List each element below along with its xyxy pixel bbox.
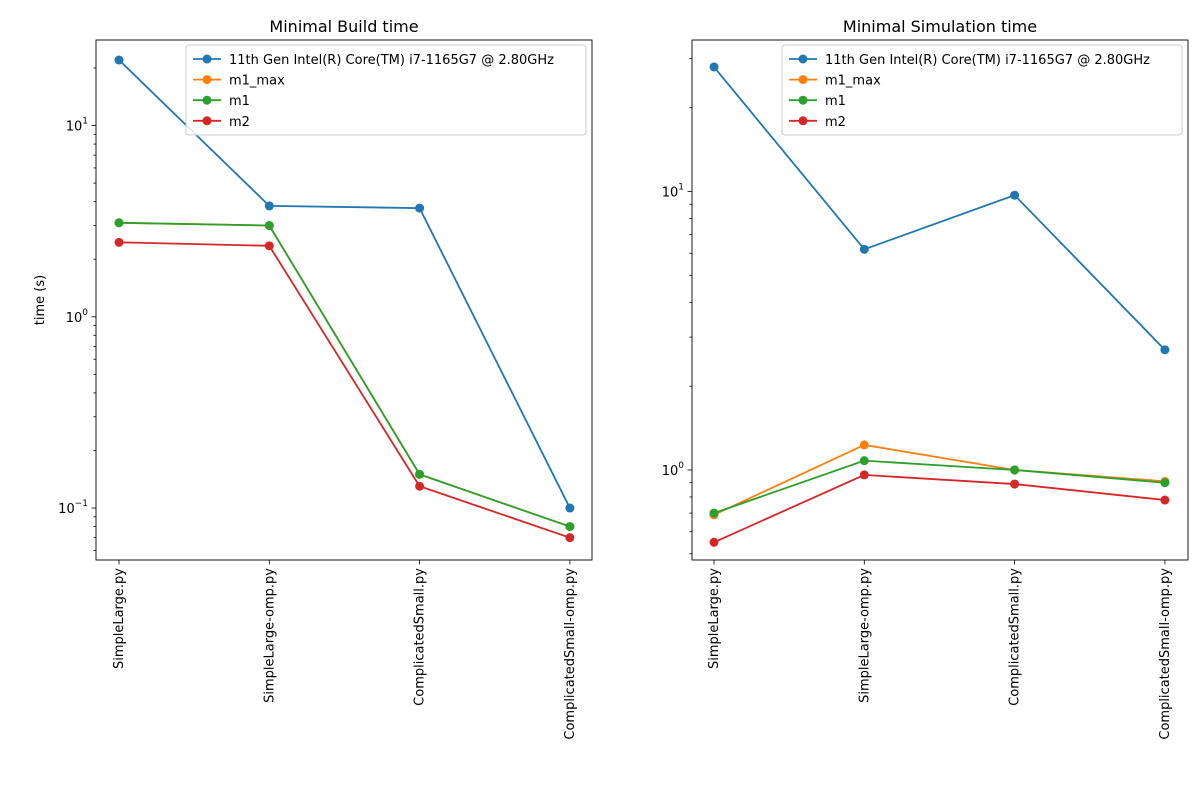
legend-frame bbox=[781, 44, 1183, 136]
series-line-4 bbox=[118, 241, 571, 539]
legend-label: m1 bbox=[229, 94, 250, 109]
y-tick-base: 10 bbox=[662, 186, 679, 201]
data-point bbox=[1010, 479, 1020, 489]
x-tick-label: SimpleLarge-omp.py bbox=[857, 568, 872, 703]
y-tick-label: 101 bbox=[662, 183, 684, 201]
y-tick-label: 100 bbox=[662, 461, 685, 479]
data-point bbox=[565, 503, 575, 513]
x-tick-label: ComplicatedSmall.py bbox=[1008, 568, 1023, 706]
legend-label: m2 bbox=[229, 115, 250, 130]
legend-marker bbox=[202, 116, 212, 126]
data-point bbox=[859, 440, 869, 450]
data-point bbox=[1160, 345, 1170, 355]
data-point bbox=[859, 470, 869, 480]
data-point bbox=[565, 533, 575, 543]
data-point bbox=[114, 55, 124, 65]
data-point bbox=[1160, 495, 1170, 505]
x-tick-label: SimpleLarge.py bbox=[112, 568, 127, 669]
data-point bbox=[859, 456, 869, 466]
x-tick-label: SimpleLarge-omp.py bbox=[262, 568, 277, 703]
legend-label: m2 bbox=[825, 115, 846, 130]
series-line-1 bbox=[713, 66, 1166, 351]
y-tick-label: 100 bbox=[66, 308, 89, 326]
data-point bbox=[415, 481, 425, 491]
y-tick-exponent: −1 bbox=[75, 499, 88, 509]
data-point bbox=[1010, 465, 1020, 475]
legend: 11th Gen Intel(R) Core(TM) i7-1165G7 @ 2… bbox=[185, 44, 587, 136]
data-point bbox=[264, 201, 274, 211]
data-point bbox=[709, 537, 719, 547]
legend-marker bbox=[798, 116, 808, 126]
legend-marker bbox=[798, 54, 808, 64]
y-axis-label: time (s) bbox=[33, 275, 48, 325]
legend-marker bbox=[202, 54, 212, 64]
series-line-4 bbox=[713, 473, 1165, 544]
data-point bbox=[709, 508, 719, 518]
y-tick-exponent: 0 bbox=[678, 461, 684, 471]
legend-marker bbox=[202, 75, 212, 85]
chart-title: Minimal Build time bbox=[269, 17, 418, 36]
y-tick-exponent: 1 bbox=[82, 117, 88, 127]
legend-label: m1 bbox=[825, 94, 846, 109]
y-tick-base: 10 bbox=[662, 464, 679, 479]
plot-frame bbox=[95, 39, 593, 561]
legend-marker bbox=[798, 75, 808, 85]
legend-label: m1_max bbox=[229, 74, 285, 89]
y-tick-label: 10−1 bbox=[58, 499, 88, 517]
legend-marker bbox=[798, 95, 808, 105]
x-tick-label: ComplicatedSmall.py bbox=[413, 568, 428, 706]
y-tick-label: 101 bbox=[66, 117, 88, 135]
y-tick-exponent: 1 bbox=[678, 183, 684, 193]
data-point bbox=[415, 469, 425, 479]
x-tick-label: SimpleLarge.py bbox=[707, 568, 722, 669]
legend-label: 11th Gen Intel(R) Core(TM) i7-1165G7 @ 2… bbox=[825, 53, 1150, 68]
data-point bbox=[415, 203, 425, 213]
series-line-3 bbox=[118, 221, 571, 528]
legend-label: 11th Gen Intel(R) Core(TM) i7-1165G7 @ 2… bbox=[229, 53, 554, 68]
legend-marker bbox=[202, 95, 212, 105]
plot-frame bbox=[691, 39, 1189, 561]
data-point bbox=[114, 237, 124, 247]
series-line-3 bbox=[713, 459, 1165, 514]
y-tick-base: 10 bbox=[58, 502, 75, 517]
legend: 11th Gen Intel(R) Core(TM) i7-1165G7 @ 2… bbox=[781, 44, 1183, 136]
chart-panel-2: Minimal Simulation time100101SimpleLarge… bbox=[662, 17, 1189, 740]
y-tick-exponent: 0 bbox=[82, 308, 88, 318]
y-tick-base: 10 bbox=[66, 311, 83, 326]
data-point bbox=[709, 62, 719, 72]
chart-title: Minimal Simulation time bbox=[843, 17, 1037, 36]
x-tick-label: ComplicatedSmall-omp.py bbox=[1158, 568, 1173, 740]
data-point bbox=[859, 244, 869, 254]
legend-label: m1_max bbox=[825, 74, 881, 89]
data-point bbox=[1010, 190, 1020, 200]
data-point bbox=[264, 241, 274, 251]
legend-frame bbox=[185, 44, 587, 136]
data-point bbox=[114, 218, 124, 228]
data-point bbox=[264, 221, 274, 231]
data-point bbox=[565, 522, 575, 532]
data-point bbox=[1160, 478, 1170, 488]
x-tick-label: ComplicatedSmall-omp.py bbox=[563, 568, 578, 740]
y-tick-base: 10 bbox=[66, 120, 83, 135]
